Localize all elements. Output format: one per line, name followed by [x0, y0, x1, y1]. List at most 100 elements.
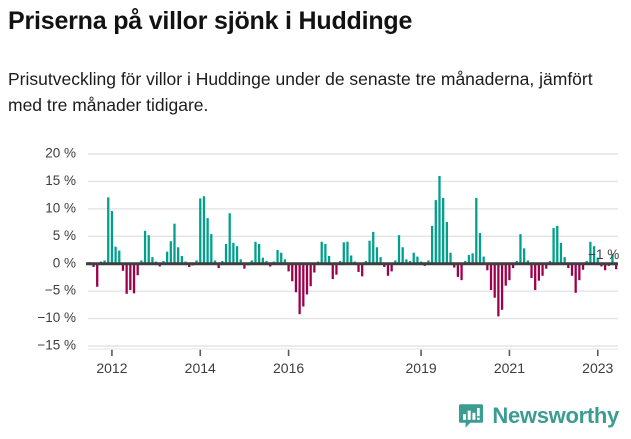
bar — [559, 242, 563, 264]
bar — [460, 263, 463, 281]
bar — [173, 223, 176, 264]
bar — [224, 243, 228, 264]
x-axis-tick-label: 2019 — [406, 360, 437, 376]
bar — [434, 200, 437, 264]
bar — [96, 263, 99, 287]
bar — [427, 260, 430, 264]
bar — [107, 197, 110, 264]
bar — [368, 240, 371, 264]
bar — [596, 257, 599, 264]
bar — [567, 263, 570, 269]
bar — [302, 263, 305, 307]
page-title: Priserna på villor sjönk i Huddinge — [8, 7, 413, 35]
bar — [493, 263, 496, 298]
bar — [309, 263, 312, 287]
bar — [129, 263, 132, 291]
y-axis-tick-label: 20 % — [45, 146, 76, 161]
bar — [180, 256, 183, 264]
bar — [287, 263, 290, 272]
bar — [165, 251, 169, 264]
y-axis-tick-label: −5 % — [45, 283, 76, 298]
bar — [523, 248, 526, 264]
newsworthy-logo[interactable]: Newsworthy — [458, 403, 619, 429]
bar — [324, 243, 327, 264]
bar — [574, 263, 577, 293]
bar — [188, 263, 191, 267]
bar — [401, 247, 404, 264]
bar — [445, 222, 448, 264]
bar — [228, 213, 231, 264]
bar — [235, 246, 239, 264]
bar — [92, 263, 95, 267]
bar — [615, 263, 618, 270]
chart-area: 20 % 15 % 10 % 5 % 0 % −5 % −10 % −15 % 2012 2014… — [0, 140, 631, 390]
newsworthy-logo-text: Newsworthy — [492, 403, 619, 428]
bar — [213, 260, 217, 264]
bar — [581, 263, 585, 270]
bar — [110, 211, 114, 264]
bar — [283, 259, 287, 264]
bar — [250, 260, 253, 264]
bar — [504, 263, 507, 286]
page-subtitle: Prisutveckling för villor i Huddinge und… — [8, 69, 593, 115]
bar — [563, 257, 566, 264]
bar — [169, 241, 172, 264]
y-axis-tick-label: 15 % — [45, 173, 76, 188]
bar — [405, 259, 408, 264]
bar — [276, 250, 279, 264]
bar — [217, 263, 220, 269]
bar — [526, 260, 529, 264]
bar-chart-speech-bubble-icon — [458, 403, 484, 429]
bar — [346, 241, 349, 264]
bar — [456, 263, 460, 277]
bar — [114, 246, 117, 264]
bar — [578, 263, 581, 281]
bar — [357, 263, 360, 272]
bar — [140, 260, 143, 264]
bar — [335, 263, 338, 275]
bar — [361, 263, 364, 277]
bar — [453, 263, 456, 268]
bar — [500, 263, 504, 310]
bar — [471, 253, 474, 264]
bar — [298, 263, 301, 315]
bar — [397, 235, 401, 264]
bar — [379, 257, 382, 264]
last-value-annotation: −1 % — [588, 247, 619, 262]
bar — [305, 263, 309, 295]
bar — [530, 263, 533, 278]
chart-footer: Newsworthy — [0, 395, 631, 435]
bar — [592, 246, 596, 264]
x-axis-tick-label: 2012 — [96, 360, 127, 376]
bar — [552, 228, 555, 264]
bar — [603, 263, 607, 271]
bar — [232, 242, 235, 264]
bar — [331, 263, 334, 280]
bar — [475, 197, 478, 264]
y-axis-tick-label: 0 % — [53, 255, 76, 270]
bar — [519, 234, 522, 264]
bar — [258, 243, 261, 264]
bar — [386, 263, 390, 276]
bar — [118, 250, 121, 264]
y-axis-tick-label: −10 % — [37, 310, 76, 325]
bar — [136, 263, 139, 276]
bar — [280, 252, 283, 264]
bar — [416, 256, 419, 264]
bar — [210, 234, 213, 264]
bar — [125, 263, 128, 294]
y-axis-tick-label: −15 % — [37, 338, 76, 353]
bar — [239, 259, 242, 264]
bar — [313, 263, 316, 273]
bar — [294, 263, 298, 293]
bar — [589, 241, 592, 264]
x-axis-tick-label: 2014 — [185, 360, 216, 376]
bar — [482, 256, 485, 264]
bar — [254, 241, 257, 264]
bar — [143, 230, 147, 264]
bar — [511, 263, 515, 269]
bar — [243, 263, 246, 269]
bar — [121, 263, 125, 271]
bar — [151, 257, 154, 264]
